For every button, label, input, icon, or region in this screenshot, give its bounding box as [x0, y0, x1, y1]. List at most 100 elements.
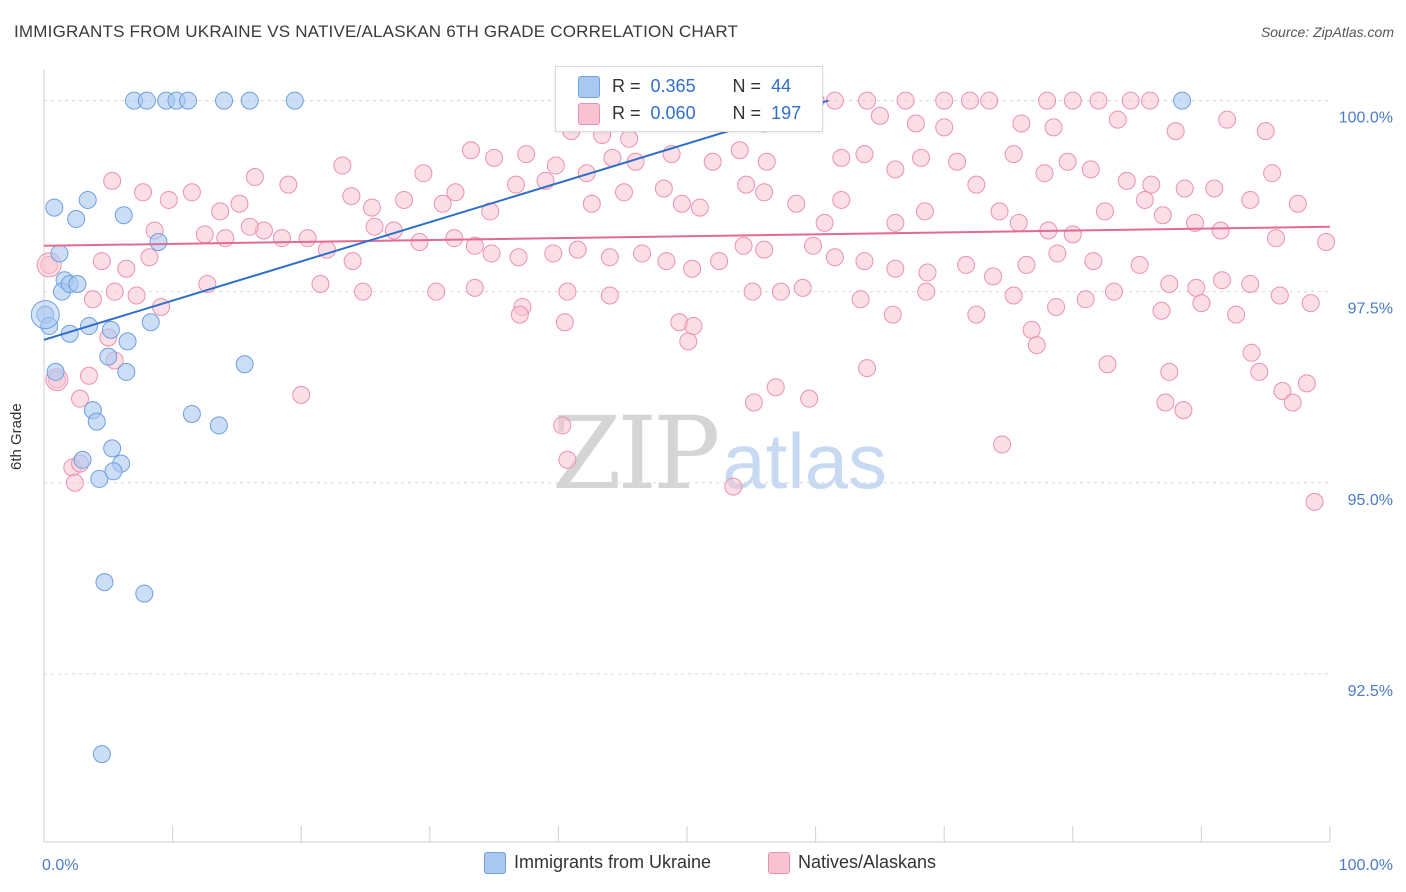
- native-point: [825, 248, 844, 267]
- native-point: [1117, 171, 1136, 190]
- native-point: [1048, 244, 1067, 263]
- native-point: [737, 175, 756, 194]
- native-point: [517, 145, 536, 164]
- ukraine-point: [87, 412, 106, 431]
- native-point: [870, 106, 889, 125]
- native-point: [793, 278, 812, 297]
- native-point: [1022, 320, 1041, 339]
- native-point: [117, 259, 136, 278]
- bottom-legend-native: Natives/Alaskans: [768, 852, 936, 875]
- native-point: [1081, 160, 1100, 179]
- y-tick-label: 92.5%: [1348, 683, 1393, 700]
- native-point: [948, 152, 967, 171]
- trend-lines: [43, 99, 1331, 341]
- native-point: [1098, 355, 1117, 374]
- native-point: [1174, 401, 1193, 420]
- ukraine-point: [182, 404, 201, 423]
- native-point: [600, 248, 619, 267]
- native-point: [855, 252, 874, 271]
- native-point: [896, 91, 915, 110]
- ukraine-point: [235, 355, 254, 374]
- tick-labels: 92.5% 95.0% 97.5% 100.0% 0.0% 100.0%: [42, 110, 1393, 874]
- stats-legend: R = 0.365 N = 44 R = 0.060 N = 197: [555, 66, 823, 132]
- ukraine-point: [92, 745, 111, 764]
- native-point: [558, 450, 577, 469]
- native-point: [832, 148, 851, 167]
- native-point: [365, 217, 384, 236]
- native-point: [757, 152, 776, 171]
- legend-row-ukraine: R = 0.365 N = 44: [578, 76, 792, 99]
- native-point: [134, 183, 153, 202]
- native-point: [353, 282, 372, 301]
- native-point: [159, 190, 178, 209]
- native-point: [960, 91, 979, 110]
- ukraine-r-value: 0.365: [650, 76, 696, 96]
- ukraine-point: [104, 462, 123, 481]
- native-point: [195, 225, 214, 244]
- native-point: [446, 183, 465, 202]
- native-point: [577, 164, 596, 183]
- ukraine-trend-line: [43, 99, 829, 341]
- ukraine-n-value: 44: [771, 76, 792, 96]
- native-point: [140, 248, 159, 267]
- native-point: [1301, 294, 1320, 313]
- y-tick-label: 100.0%: [1339, 110, 1393, 127]
- native-point: [1027, 336, 1046, 355]
- native-point: [1241, 275, 1260, 294]
- native-point: [1044, 118, 1063, 137]
- native-point: [690, 198, 709, 217]
- native-point: [935, 91, 954, 110]
- native-point: [1270, 286, 1289, 305]
- native-point: [555, 313, 574, 332]
- ukraine-point: [101, 320, 120, 339]
- native-point: [730, 141, 749, 160]
- native-point: [433, 194, 452, 213]
- legend-row-native: R = 0.060 N = 197: [578, 103, 801, 126]
- native-point: [724, 477, 743, 496]
- native-point: [544, 244, 563, 263]
- native-point: [710, 252, 729, 271]
- ukraine-point: [90, 469, 109, 488]
- native-point: [279, 175, 298, 194]
- ukraine-point: [1173, 91, 1192, 110]
- native-point: [71, 389, 90, 408]
- ukraine-point: [240, 91, 259, 110]
- native-point: [1038, 91, 1057, 110]
- native-point: [703, 152, 722, 171]
- ukraine-point: [149, 232, 168, 251]
- ukraine-point: [209, 416, 228, 435]
- native-point: [755, 183, 774, 202]
- native-point: [883, 305, 902, 324]
- native-point: [980, 91, 999, 110]
- native-point: [92, 252, 111, 271]
- ukraine-legend-swatch: [484, 852, 506, 875]
- bottom-legend-ukraine: Immigrants from Ukraine: [484, 852, 711, 875]
- ukraine-point: [135, 584, 154, 603]
- native-point: [80, 366, 99, 385]
- native-point: [1004, 145, 1023, 164]
- native-point: [804, 236, 823, 255]
- native-point: [935, 118, 954, 137]
- r-label: R =: [612, 76, 641, 96]
- y-tick-label: 95.0%: [1348, 492, 1393, 509]
- native-point: [1063, 91, 1082, 110]
- native-point: [465, 236, 484, 255]
- native-point: [967, 305, 986, 324]
- native-point: [1160, 362, 1179, 381]
- native-point: [744, 393, 763, 412]
- native-point: [1076, 290, 1095, 309]
- ukraine-point: [103, 439, 122, 458]
- native-point: [1166, 122, 1185, 141]
- native-point: [1063, 225, 1082, 244]
- native-point: [485, 148, 504, 167]
- native-point: [298, 229, 317, 248]
- ukraine-point: [215, 91, 234, 110]
- native-point: [851, 290, 870, 309]
- ukraine-point: [137, 91, 156, 110]
- native-swatch: [578, 103, 600, 126]
- ukraine-point: [118, 332, 137, 351]
- native-point: [917, 282, 936, 301]
- native-point: [1263, 164, 1282, 183]
- ukraine-point: [78, 190, 97, 209]
- native-point: [1121, 91, 1140, 110]
